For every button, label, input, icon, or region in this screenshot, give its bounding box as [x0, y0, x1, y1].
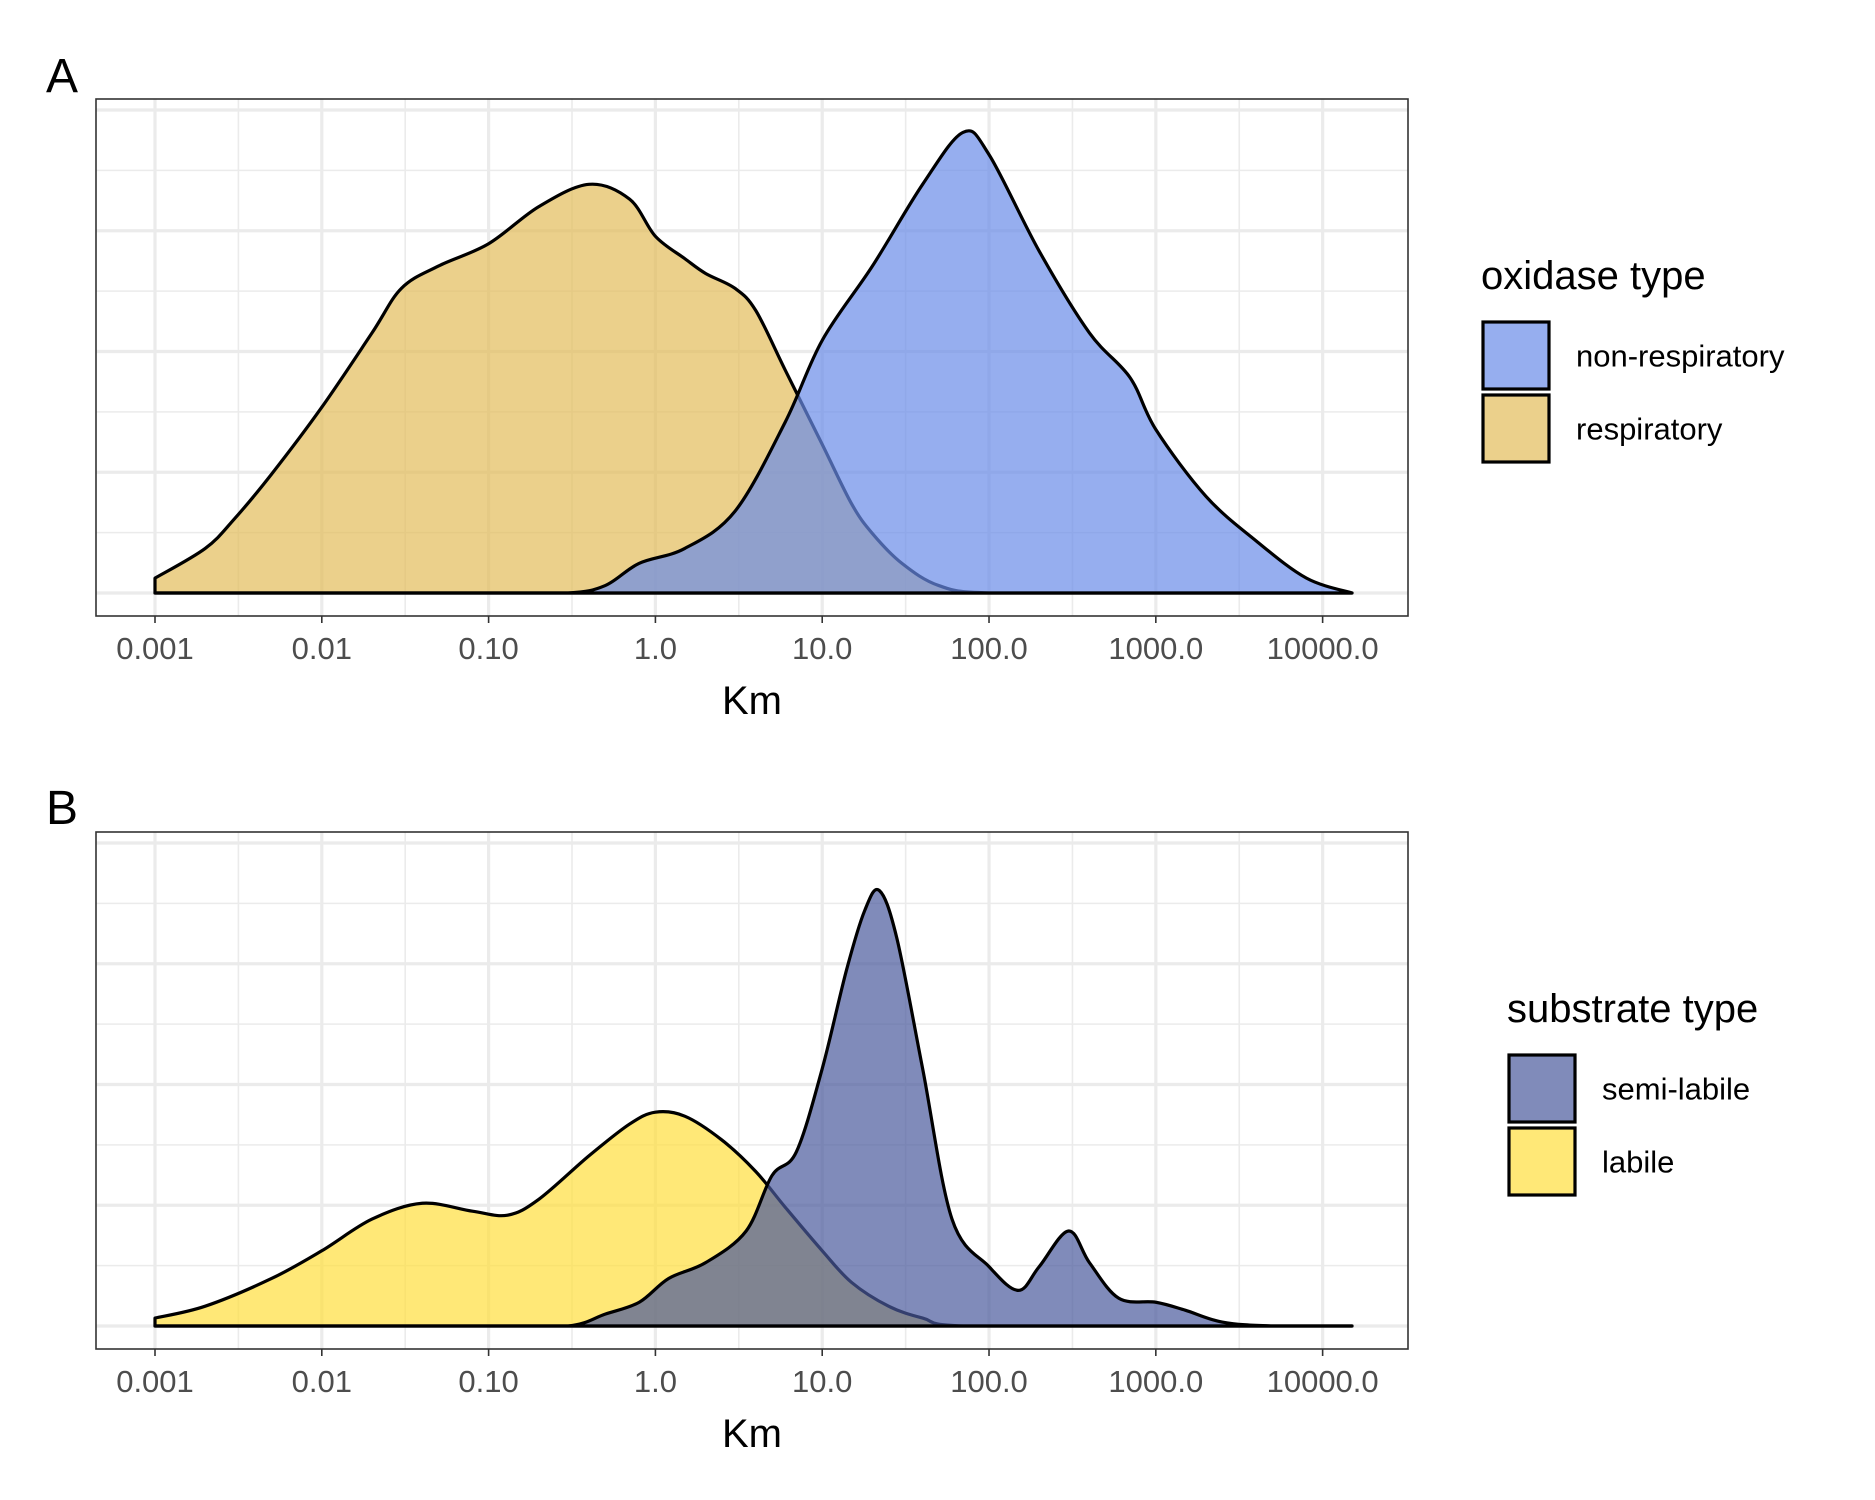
x-tick-label: 0.001: [116, 1364, 194, 1399]
x-tick-label: 10.0: [792, 1364, 852, 1399]
x-tick-label: 0.01: [292, 1364, 352, 1399]
x-tick-label: 1.0: [634, 631, 677, 666]
legend-key: [1481, 320, 1551, 391]
panel-tag: A: [46, 50, 78, 103]
density-areas: [153, 887, 1354, 1328]
legend-key: [1481, 393, 1551, 464]
density-area-non-respiratory: [155, 130, 1352, 593]
x-tick-label: 0.10: [458, 631, 518, 666]
density-area-semi-labile: [155, 889, 1352, 1326]
x-axis: 0.001 0.01 0.10 1.0 10.0 100.0 1000.0 10000.0 Km: [116, 1349, 1379, 1456]
density-area-respiratory: [155, 184, 1352, 593]
x-tick-label: 0.10: [458, 1364, 518, 1399]
x-tick-label: 10000.0: [1267, 631, 1379, 666]
x-axis-title: Km: [722, 1412, 782, 1456]
legend-title: oxidase type: [1481, 254, 1706, 298]
density-outline-semi-labile: [153, 887, 1354, 1328]
legend-label: semi-labile: [1602, 1072, 1750, 1107]
x-tick-label: 1000.0: [1108, 631, 1203, 666]
x-tick-label: 10.0: [792, 631, 852, 666]
x-tick-label: 10000.0: [1267, 1364, 1379, 1399]
panel-b: B 0.001 0.01 0.10 1.0 10.0 100.0 1000.0 10000.0 K…: [46, 782, 1758, 1456]
legend-key: [1507, 1126, 1577, 1197]
density-outline-non-respiratory: [153, 129, 1354, 595]
panel-border: [95, 98, 1409, 617]
legend-label: non-respiratory: [1576, 339, 1785, 374]
legend-key: [1507, 1053, 1577, 1124]
legend-label: labile: [1602, 1145, 1674, 1180]
legend-title: substrate type: [1507, 987, 1758, 1031]
density-areas: [153, 129, 1354, 595]
legend: substrate type semi-labile labile: [1507, 987, 1758, 1197]
x-tick-label: 1000.0: [1108, 1364, 1203, 1399]
legend: oxidase type non-respiratory respiratory: [1481, 254, 1785, 464]
x-axis-title: Km: [722, 679, 782, 723]
x-tick-label: 100.0: [950, 1364, 1028, 1399]
x-tick-label: 0.01: [292, 631, 352, 666]
x-tick-label: 0.001: [116, 631, 194, 666]
panel-tag: B: [46, 782, 78, 835]
panel-a: A 0.001 0.01 0.10 1.0 10.0 100.0 1000.0 10000.0 K…: [46, 50, 1785, 723]
panel-border: [95, 831, 1409, 1350]
x-tick-label: 100.0: [950, 631, 1028, 666]
x-axis: 0.001 0.01 0.10 1.0 10.0 100.0 1000.0 10000.0 Km: [116, 616, 1379, 723]
legend-label: respiratory: [1576, 412, 1723, 447]
grid: [96, 832, 1408, 1349]
x-tick-label: 1.0: [634, 1364, 677, 1399]
